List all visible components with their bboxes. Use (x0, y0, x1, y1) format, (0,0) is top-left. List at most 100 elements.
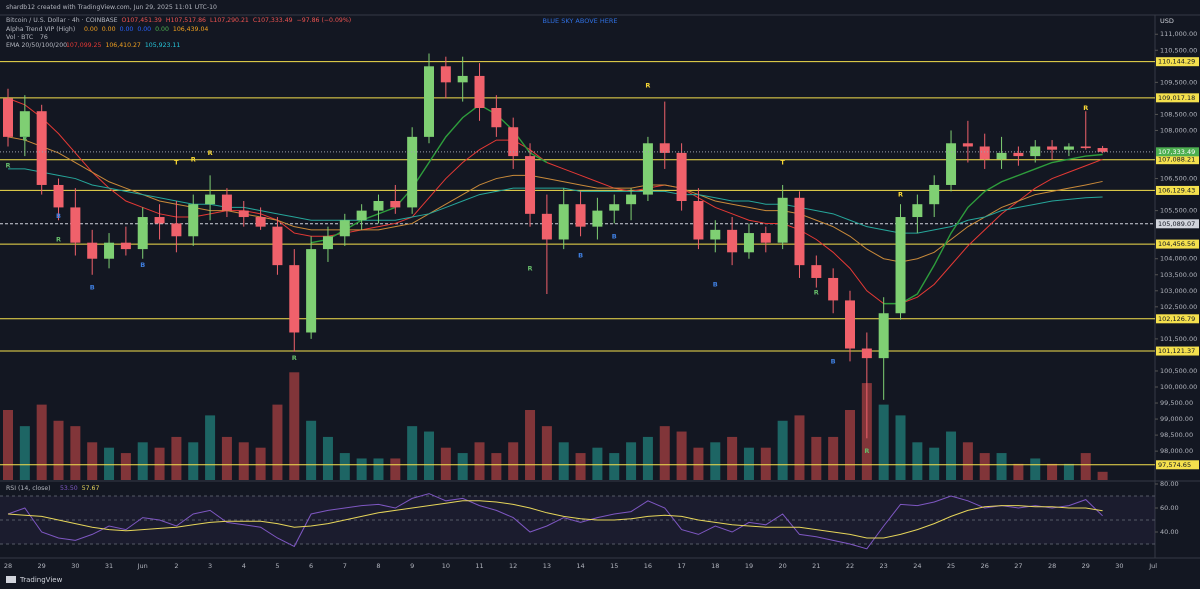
candle-body (710, 229, 721, 240)
volume-bar (87, 442, 98, 480)
indicator-line (310, 103, 1103, 305)
volume-bar (575, 453, 586, 480)
signal: B (578, 252, 583, 260)
level-label: 110,144.29 (1158, 58, 1195, 66)
legend-value: 0.00 (155, 26, 169, 33)
y-tick-label: 111,000.00 (1160, 30, 1197, 38)
x-tick-label: 20 (778, 562, 786, 570)
indicator-label: EMA 20/50/100/200 (6, 42, 67, 49)
indicator-value: 76 (40, 34, 48, 41)
candle-body (104, 242, 115, 259)
y-tick-label: 105,500.00 (1160, 207, 1197, 215)
candle-body (424, 66, 434, 137)
level-label: 107,088.21 (1158, 156, 1195, 164)
signal: B (831, 357, 836, 365)
volume-bar (424, 431, 434, 480)
x-tick-label: 4 (242, 562, 246, 570)
signal: R (814, 288, 819, 296)
candle-body (306, 249, 317, 333)
volume-bar (373, 458, 384, 480)
x-tick-label: 8 (376, 562, 380, 570)
volume-bar (440, 447, 451, 480)
volume-bar (3, 410, 13, 480)
candle-body (19, 111, 30, 137)
candle-body (642, 143, 653, 195)
volume-bar (1080, 453, 1091, 480)
volume-bar (1063, 463, 1074, 480)
level-tag (1156, 239, 1199, 249)
legend-value: C107,333.49 (253, 17, 293, 24)
volume-bar (642, 436, 653, 480)
y-tick-label: 104,000.00 (1160, 255, 1197, 263)
volume-bar (1013, 463, 1024, 480)
volume-bar (558, 442, 569, 480)
y-tick-label: 102,500.00 (1160, 303, 1197, 311)
candle-body (36, 111, 47, 185)
candle-body (508, 127, 519, 157)
volume-bar (306, 420, 317, 480)
signal: B (713, 280, 718, 288)
y-tick-label: 98,000.00 (1160, 447, 1193, 455)
candle-body (592, 210, 603, 227)
logo: TradingView (19, 576, 63, 584)
volume-bar (979, 453, 990, 480)
candle-body (659, 143, 670, 153)
volume-bar (1097, 471, 1108, 480)
level-label: 104,456.56 (1158, 240, 1195, 248)
signal: R (56, 235, 61, 243)
volume-bar (626, 442, 637, 480)
x-tick-label: 10 (442, 562, 450, 570)
volume-bar (19, 426, 30, 480)
y-tick-label: 98,500.00 (1160, 431, 1193, 439)
volume-bar (946, 431, 957, 480)
level-label: 102,126.79 (1158, 315, 1195, 323)
volume-bar (289, 372, 300, 480)
volume-bar (845, 410, 855, 480)
volume-bar (188, 442, 199, 480)
candle-body (1047, 146, 1058, 150)
candle-body (912, 204, 923, 218)
indicator-label: RSI (14, close) (6, 485, 51, 492)
x-tick-label: 27 (1014, 562, 1022, 570)
level-tag (1156, 155, 1199, 165)
volume-bar (693, 447, 704, 480)
signal: R (1083, 104, 1088, 112)
candle-body (137, 217, 148, 250)
signal: R (645, 82, 650, 90)
candle-body (777, 197, 788, 243)
x-tick-label: 24 (913, 562, 921, 570)
volume-bar (794, 415, 805, 480)
candle-body (339, 220, 350, 237)
candle-body (474, 75, 485, 108)
candle-body (457, 75, 468, 83)
volume-bar (962, 442, 973, 480)
candle-body (1030, 146, 1041, 157)
volume-bar (407, 426, 418, 480)
signal: B (140, 261, 145, 269)
volume-bar (743, 447, 754, 480)
legend-value: 106,439.04 (173, 26, 208, 33)
y-tick-label: 106,500.00 (1160, 175, 1197, 183)
x-tick-label: 31 (105, 562, 113, 570)
candle-body (154, 217, 165, 224)
level-tag (1156, 219, 1199, 229)
volume-bar (828, 436, 839, 480)
candle-body (929, 184, 940, 205)
volume-bar (676, 431, 687, 480)
candle-body (962, 143, 973, 147)
x-tick-label: Jun (137, 562, 148, 570)
candle-body (558, 204, 569, 240)
legend-value: 107,099.25 (66, 42, 101, 49)
candle-body (609, 204, 620, 211)
legend-value: 106,410.27 (105, 42, 140, 49)
volume-bar (137, 442, 148, 480)
symbol: Bitcoin / U.S. Dollar · 4h · COINBASE (6, 17, 118, 24)
legend-value: 0.00 (84, 26, 98, 33)
x-tick-label: 30 (1115, 562, 1123, 570)
volume-bar (929, 447, 940, 480)
level-tag (1156, 314, 1199, 324)
y-tick-label: 109,500.00 (1160, 78, 1197, 86)
legend-value: 53.50 (60, 485, 78, 492)
signal: B (56, 212, 61, 220)
